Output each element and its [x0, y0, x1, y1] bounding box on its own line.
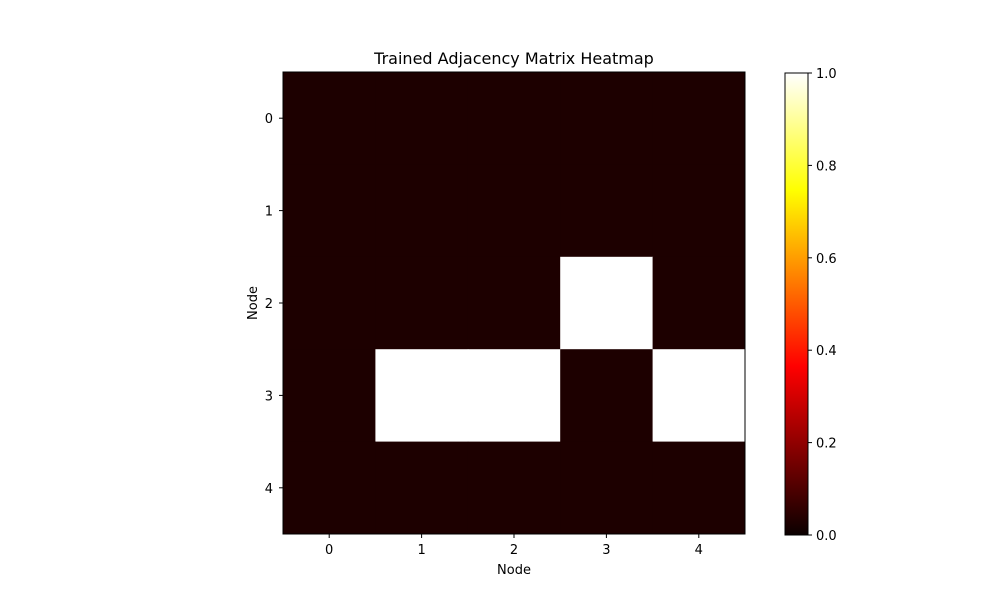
y-tick-label: 0 [265, 112, 273, 127]
x-axis-label: Node [497, 563, 531, 578]
colorbar-tick-label: 0.6 [816, 252, 837, 267]
y-tick-label: 2 [265, 297, 273, 312]
heatmap-cell [652, 256, 746, 350]
chart-title: Trained Adjacency Matrix Heatmap [373, 49, 654, 68]
heatmap-cell [283, 164, 376, 258]
heatmap-cell [467, 441, 561, 535]
heatmap-cell [652, 349, 746, 443]
heatmap-cell [375, 256, 469, 350]
heatmap-cell [467, 349, 561, 443]
heatmap-cell [283, 441, 376, 535]
heatmap-cell [283, 72, 376, 165]
x-tick-label: 3 [602, 543, 610, 558]
y-tick-label: 4 [265, 482, 273, 497]
heatmap-cell [652, 72, 746, 165]
x-axis-ticks: 0 1 2 3 4 [325, 534, 703, 558]
heatmap-cell [652, 164, 746, 258]
x-tick-label: 4 [695, 543, 703, 558]
heatmap-cell [467, 164, 561, 258]
heatmap-cell [375, 441, 469, 535]
colorbar-tick-label: 0.2 [816, 437, 837, 452]
heatmap-cell [560, 349, 654, 443]
colorbar-tick-label: 0.8 [816, 159, 837, 174]
colorbar-ticks: 0.0 0.2 0.4 0.6 0.8 1.0 [808, 67, 837, 544]
heatmap-cell [560, 72, 654, 165]
heatmap-cell [560, 256, 654, 350]
heatmap-cell [283, 256, 376, 350]
y-axis-label: Node [246, 286, 261, 320]
heatmap-cells [283, 72, 746, 535]
heatmap-cell [467, 256, 561, 350]
y-axis-ticks: 0 1 2 3 4 [265, 112, 283, 497]
heatmap-cell [560, 441, 654, 535]
heatmap-cell [652, 441, 746, 535]
colorbar-tick-label: 0.0 [816, 529, 837, 544]
heatmap-cell [375, 349, 469, 443]
colorbar-tick-label: 1.0 [816, 67, 837, 82]
x-tick-label: 0 [325, 543, 333, 558]
heatmap-cell [375, 72, 469, 165]
y-tick-label: 1 [265, 205, 273, 220]
y-tick-label: 3 [265, 389, 273, 404]
heatmap-cell [560, 164, 654, 258]
x-tick-label: 2 [510, 543, 518, 558]
colorbar [784, 72, 809, 536]
x-tick-label: 1 [417, 543, 425, 558]
colorbar-tick-label: 0.4 [816, 344, 837, 359]
heatmap-cell [467, 72, 561, 165]
heatmap-cell [375, 164, 469, 258]
heatmap-cell [283, 349, 376, 443]
